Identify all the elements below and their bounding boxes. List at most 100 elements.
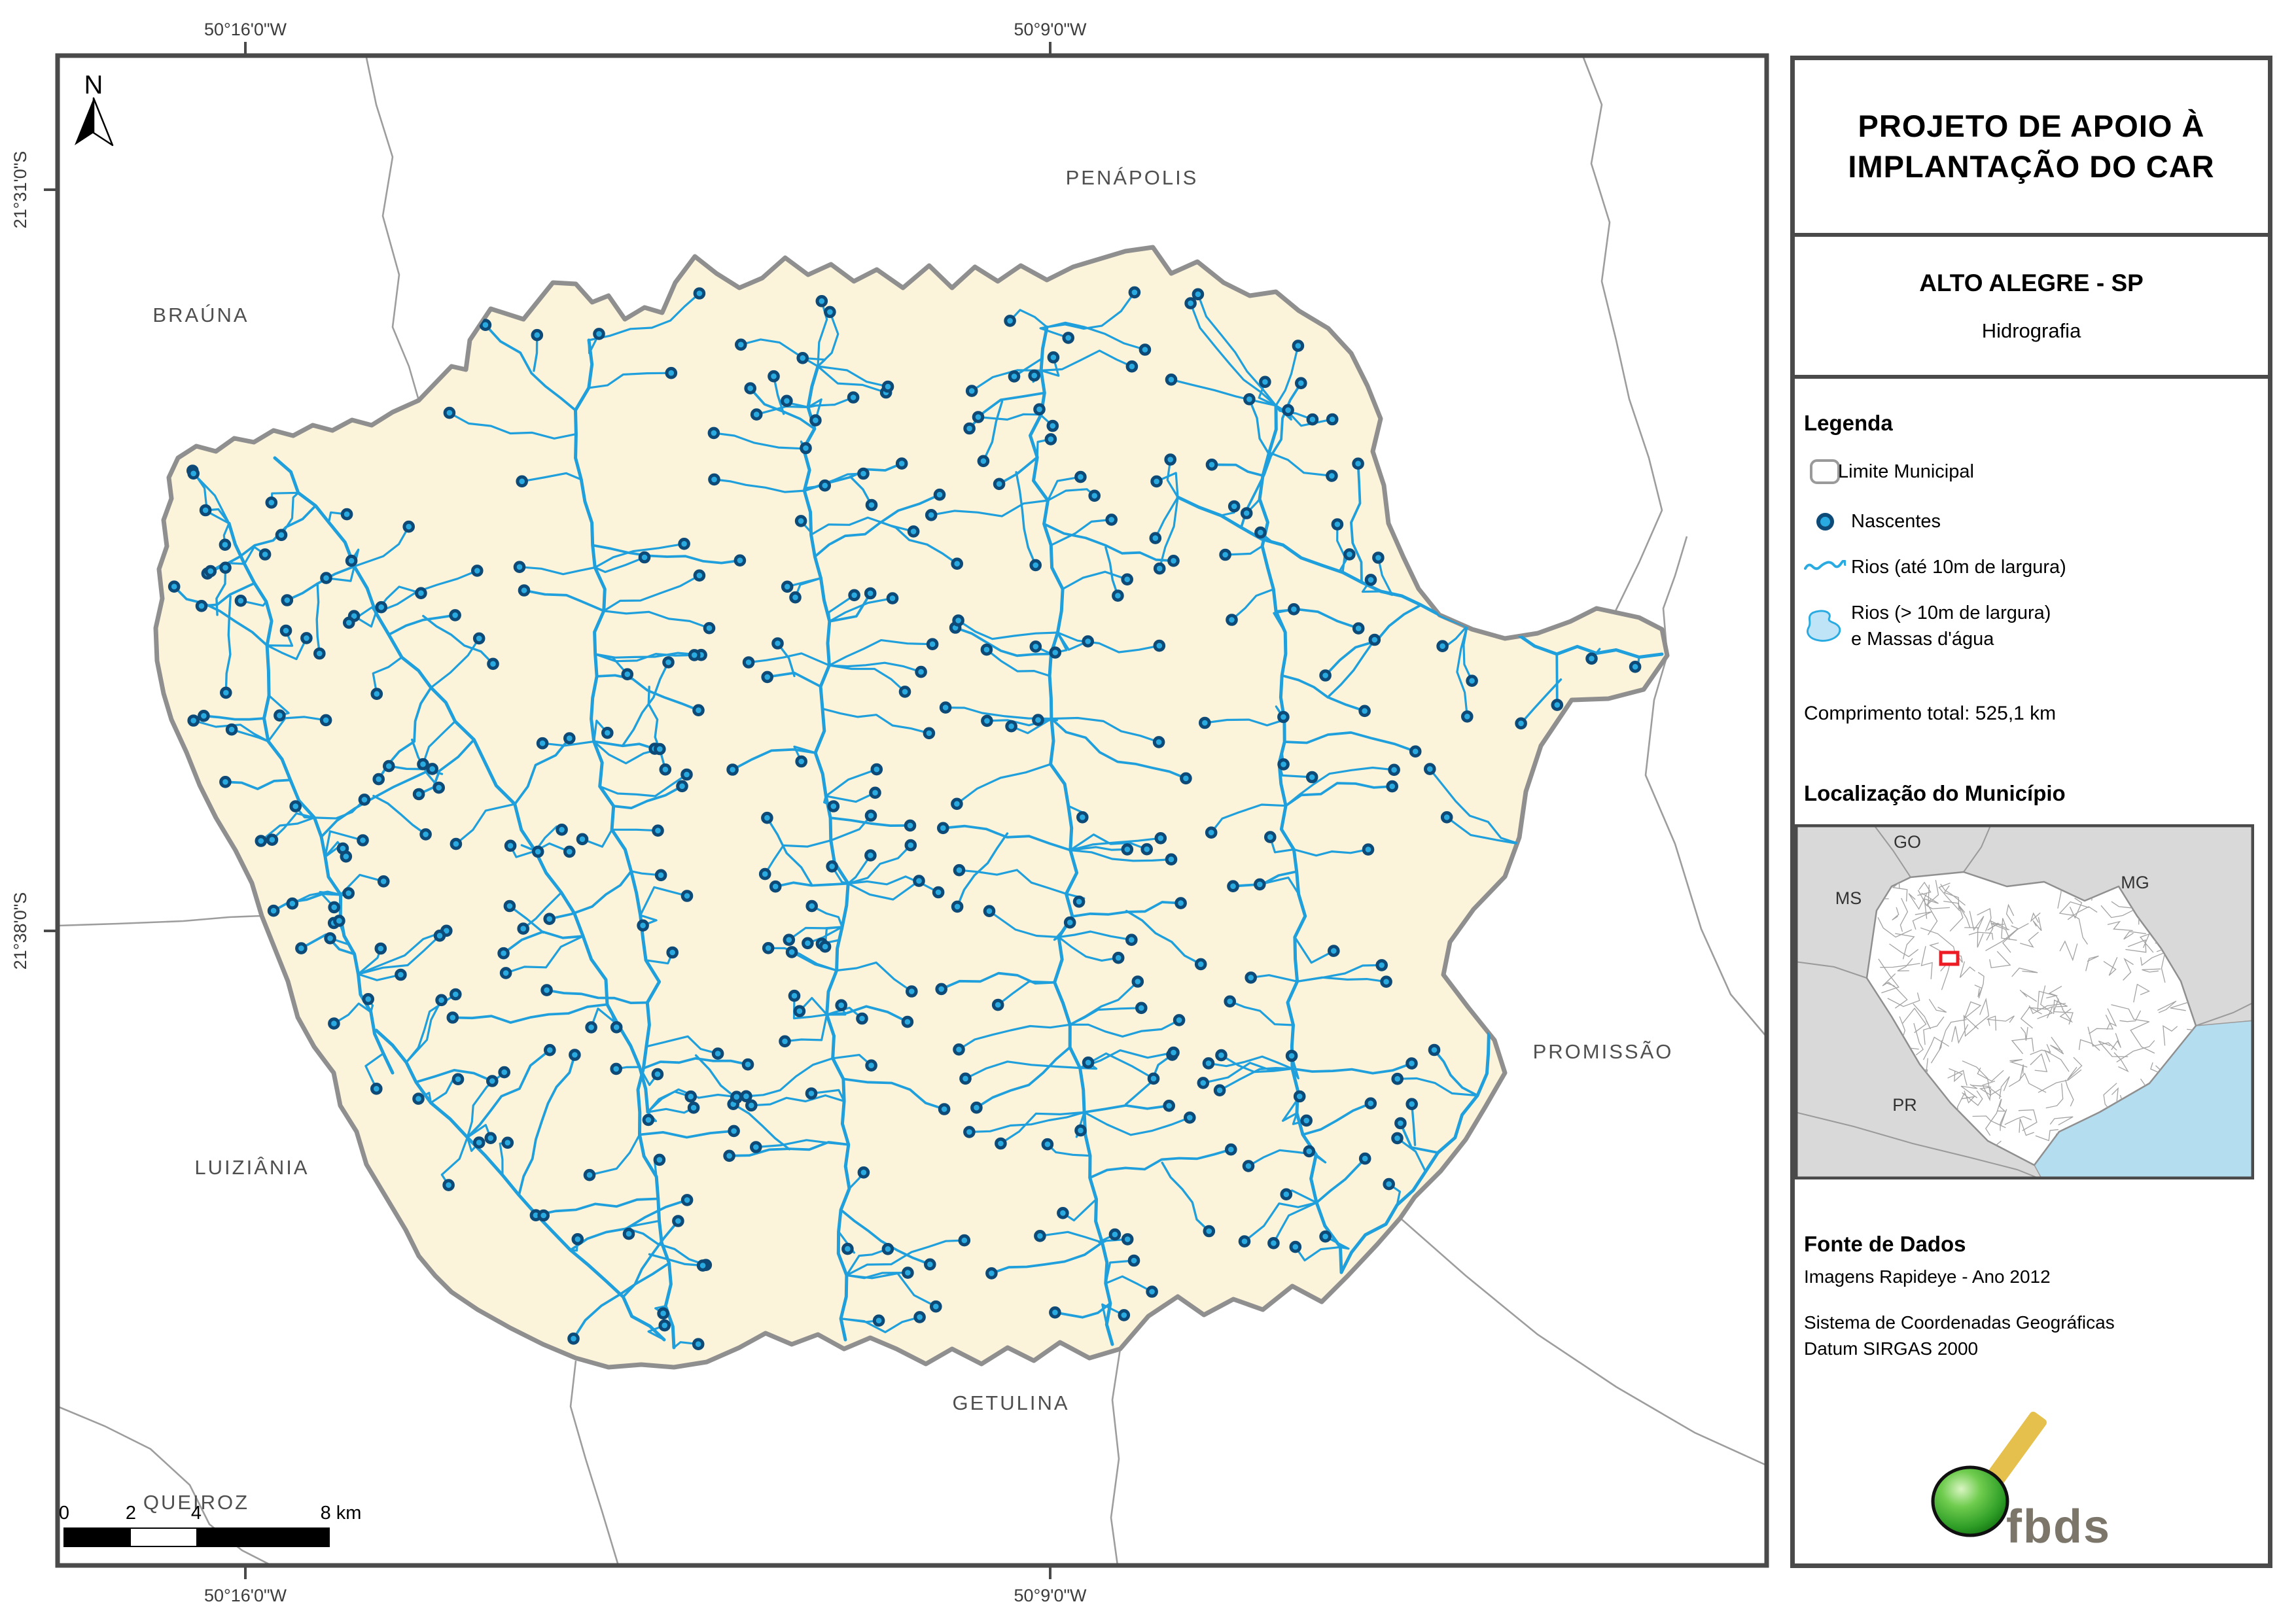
nascente-dot bbox=[370, 1083, 383, 1095]
river-line bbox=[192, 472, 230, 525]
river-line bbox=[944, 706, 1053, 720]
nascente-dot bbox=[684, 1090, 697, 1103]
neighbor-boundary-line bbox=[1644, 536, 1767, 1038]
nascente-dot bbox=[1243, 393, 1256, 406]
nascente-dot bbox=[621, 668, 634, 680]
nascente-dot bbox=[993, 478, 1006, 491]
river-line bbox=[817, 311, 839, 368]
nascente-dot bbox=[672, 1215, 684, 1227]
nascente-dot bbox=[1409, 745, 1422, 758]
river-line bbox=[215, 567, 227, 616]
nascente-dot bbox=[768, 370, 780, 383]
river-line bbox=[595, 674, 700, 712]
nascente-dot bbox=[827, 800, 840, 812]
nascente-dot bbox=[659, 763, 672, 776]
nascente-dot bbox=[569, 1049, 581, 1061]
river-line bbox=[958, 869, 1068, 895]
nascente-dot bbox=[1264, 831, 1277, 843]
spring-dot-icon bbox=[1816, 512, 1834, 531]
nascente-dot bbox=[864, 809, 877, 822]
river-line bbox=[504, 935, 584, 975]
nascente-dot bbox=[225, 723, 238, 736]
nascente-dot bbox=[518, 584, 531, 597]
river-line bbox=[1280, 674, 1366, 712]
nascente-dot bbox=[1062, 332, 1074, 344]
river-line bbox=[1296, 964, 1383, 983]
river-line bbox=[807, 398, 822, 422]
nascente-dot bbox=[881, 380, 894, 393]
nascente-dot bbox=[895, 457, 908, 470]
scale-bar: 0 2 4 8 km bbox=[59, 1503, 361, 1547]
river-line bbox=[513, 737, 571, 806]
river-line bbox=[1036, 717, 1059, 722]
nascente-dot bbox=[1289, 1240, 1302, 1253]
river-line bbox=[622, 661, 670, 747]
nascente-dot bbox=[484, 1132, 497, 1144]
river-line bbox=[957, 1023, 1071, 1051]
inset-state-label: MS bbox=[1835, 888, 1862, 908]
nascente-dot bbox=[343, 616, 355, 629]
river-line bbox=[1294, 1246, 1342, 1262]
nascente-dot bbox=[1049, 1306, 1061, 1319]
lat-tick-label: 21°31'0"S bbox=[10, 151, 30, 229]
nascente-dot bbox=[781, 580, 794, 593]
nascente-dot bbox=[498, 1066, 511, 1079]
map-city-label: PROMISSÃO bbox=[1533, 1040, 1674, 1063]
river-line bbox=[260, 816, 316, 843]
nascente-dot bbox=[544, 1043, 556, 1056]
nascente-dot bbox=[963, 422, 976, 435]
nascente-dot bbox=[1140, 843, 1153, 856]
river-line bbox=[1396, 1137, 1427, 1173]
river-line bbox=[1230, 588, 1275, 621]
nascente-dot bbox=[1405, 1098, 1418, 1110]
river-line bbox=[357, 973, 402, 981]
river-line bbox=[1275, 344, 1299, 407]
inset-state-label: PR bbox=[1892, 1095, 1917, 1115]
nascente-dot bbox=[865, 498, 878, 512]
nascente-dot bbox=[939, 701, 952, 714]
river-line bbox=[829, 816, 911, 827]
nascente-dot bbox=[925, 509, 938, 521]
scale-bar-label: 4 bbox=[191, 1503, 202, 1524]
river-line bbox=[957, 619, 1059, 640]
nascente-dot bbox=[219, 776, 232, 788]
nascente-dot bbox=[913, 1311, 926, 1323]
nascente-dot bbox=[1306, 413, 1319, 426]
river-line bbox=[1396, 1077, 1479, 1097]
river-line bbox=[422, 614, 495, 665]
nascente-dot bbox=[781, 394, 793, 408]
neighbor-boundary-line bbox=[1400, 1217, 1767, 1467]
nascente-dot bbox=[856, 1012, 868, 1025]
nascente-dot bbox=[1305, 771, 1318, 784]
nascente-dot bbox=[1194, 958, 1207, 971]
river-line bbox=[1069, 837, 1162, 852]
nascente-dot bbox=[279, 624, 292, 637]
nascente-dot bbox=[1164, 453, 1176, 466]
nascente-dot bbox=[652, 824, 664, 837]
nascente-dot bbox=[1167, 1046, 1180, 1059]
river-line bbox=[1046, 476, 1082, 502]
river-line bbox=[593, 740, 661, 765]
river-line bbox=[1326, 638, 1376, 699]
nascente-dot bbox=[977, 455, 990, 468]
river-line bbox=[1273, 608, 1296, 634]
river-line bbox=[792, 994, 828, 1020]
inset-state-label: MG bbox=[2121, 873, 2149, 892]
river-line bbox=[319, 890, 342, 909]
river-line bbox=[588, 332, 601, 355]
river-line bbox=[997, 980, 1056, 1006]
nascente-dot bbox=[1328, 945, 1340, 957]
river-line bbox=[599, 773, 688, 797]
river-line bbox=[508, 905, 544, 934]
river-line bbox=[1056, 631, 1089, 651]
nascente-dot bbox=[275, 529, 288, 542]
nascente-dot bbox=[1319, 1230, 1332, 1243]
river-line bbox=[1069, 1019, 1180, 1038]
nascente-dot bbox=[1391, 1072, 1404, 1085]
north-arrow: N bbox=[75, 71, 114, 147]
nascente-dot bbox=[1074, 470, 1087, 483]
river-line bbox=[224, 778, 292, 790]
river-line bbox=[1284, 782, 1394, 807]
river-line bbox=[593, 542, 686, 569]
